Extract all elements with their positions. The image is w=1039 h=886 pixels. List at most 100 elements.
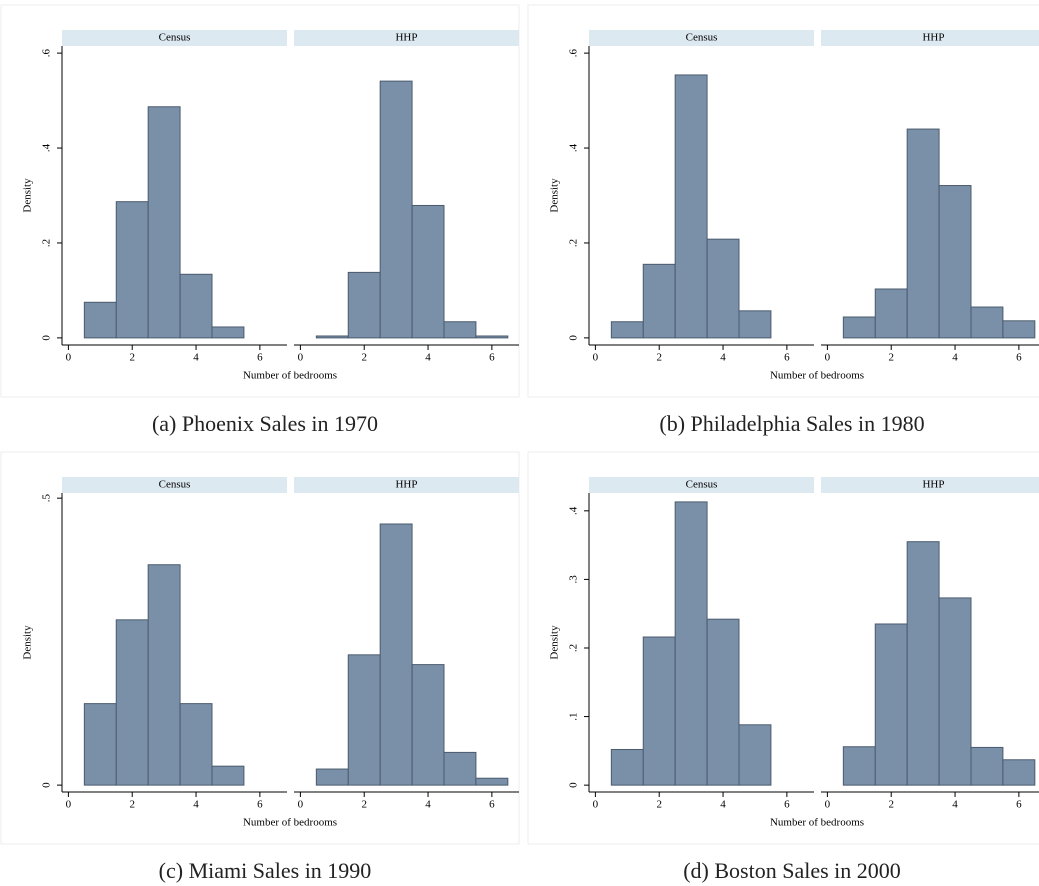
y-axis-label: Density — [22, 178, 34, 213]
panel-header — [62, 477, 287, 493]
bar — [610, 321, 644, 339]
caption: (c) Miami Sales in 1990 — [159, 858, 372, 883]
x-tick-label: 4 — [720, 352, 726, 364]
x-tick-label: 4 — [425, 352, 431, 364]
bar — [411, 664, 445, 786]
bar — [970, 746, 1004, 786]
subfigure-frame — [527, 451, 1039, 845]
panel-title: HHP — [395, 479, 417, 491]
caption: (b) Philadelphia Sales in 1980 — [659, 411, 924, 436]
bar — [475, 335, 509, 339]
y-tick-label: .2 — [41, 239, 53, 247]
y-tick-label: 0 — [568, 335, 580, 341]
y-tick-label: 0 — [568, 782, 580, 788]
x-tick-label: 6 — [784, 799, 790, 811]
bar — [706, 618, 740, 786]
y-tick-label: .5 — [41, 494, 53, 503]
bar — [738, 310, 772, 339]
y-tick-label: .1 — [568, 712, 580, 720]
panel-title: Census — [686, 479, 718, 491]
caption: (a) Phoenix Sales in 1970 — [152, 411, 378, 436]
x-axis-label: Number of bedrooms — [770, 817, 864, 829]
bar — [115, 619, 149, 786]
panel-title: Census — [159, 32, 191, 44]
x-tick-label: 2 — [888, 799, 894, 811]
bar — [938, 185, 972, 339]
x-tick-label: 0 — [593, 352, 599, 364]
x-tick-label: 6 — [1016, 799, 1022, 811]
x-tick-label: 2 — [129, 352, 135, 364]
x-tick-label: 6 — [784, 352, 790, 364]
panel-header — [589, 477, 814, 493]
y-tick-label: 0 — [41, 782, 53, 788]
x-tick-label: 2 — [888, 352, 894, 364]
subfigure-frame — [527, 4, 1039, 398]
x-tick-label: 4 — [952, 799, 958, 811]
panel-title: HHP — [922, 32, 944, 44]
bar — [411, 204, 445, 339]
x-tick-label: 0 — [593, 799, 599, 811]
bar — [347, 654, 381, 786]
bar — [906, 541, 940, 786]
panel-header — [294, 30, 519, 46]
bar — [1002, 320, 1036, 339]
bar — [610, 748, 644, 786]
bar — [179, 703, 213, 786]
subfigure-frame — [0, 4, 520, 398]
bar — [970, 306, 1004, 339]
x-tick-label: 4 — [720, 799, 726, 811]
bar — [874, 623, 908, 786]
x-tick-label: 2 — [129, 799, 135, 811]
bar — [674, 74, 708, 339]
caption: (d) Boston Sales in 2000 — [683, 858, 901, 883]
bar — [938, 597, 972, 786]
x-tick-label: 0 — [298, 352, 304, 364]
panel-header — [62, 30, 287, 46]
subfigure-frame — [0, 451, 520, 845]
x-tick-label: 0 — [298, 799, 304, 811]
bar — [674, 501, 708, 786]
panel-title: HHP — [922, 479, 944, 491]
x-tick-label: 4 — [952, 352, 958, 364]
x-tick-label: 0 — [825, 799, 831, 811]
y-tick-label: 0 — [41, 335, 53, 341]
x-tick-label: 4 — [425, 799, 431, 811]
y-tick-label: .2 — [568, 239, 580, 247]
y-tick-label: .4 — [568, 506, 580, 515]
x-tick-label: 2 — [656, 352, 662, 364]
bar — [642, 263, 676, 339]
panel-header — [821, 30, 1039, 46]
x-tick-label: 0 — [825, 352, 831, 364]
panel-title: Census — [159, 479, 191, 491]
bar — [738, 724, 772, 786]
x-tick-label: 6 — [489, 352, 495, 364]
panel-header — [821, 477, 1039, 493]
y-tick-label: .3 — [568, 575, 580, 584]
bar — [83, 301, 117, 339]
x-tick-label: 2 — [361, 352, 367, 364]
bar — [842, 746, 876, 786]
bar — [315, 335, 349, 339]
bar — [443, 751, 477, 786]
y-tick-label: .6 — [568, 48, 580, 57]
x-tick-label: 2 — [656, 799, 662, 811]
x-tick-label: 2 — [361, 799, 367, 811]
x-tick-label: 0 — [66, 799, 72, 811]
panel-header — [294, 477, 519, 493]
x-axis-label: Number of bedrooms — [770, 370, 864, 382]
bar — [179, 273, 213, 339]
bar — [874, 288, 908, 339]
bar — [211, 326, 245, 339]
y-axis-label: Density — [549, 178, 561, 213]
bar — [475, 777, 509, 786]
bar — [315, 768, 349, 786]
x-tick-label: 0 — [66, 352, 72, 364]
y-axis-label: Density — [549, 625, 561, 660]
y-axis-label: Density — [22, 625, 34, 660]
panel-header — [589, 30, 814, 46]
bar — [83, 703, 117, 786]
panel-title: HHP — [395, 32, 417, 44]
x-tick-label: 6 — [1016, 352, 1022, 364]
y-tick-label: .4 — [568, 143, 580, 152]
